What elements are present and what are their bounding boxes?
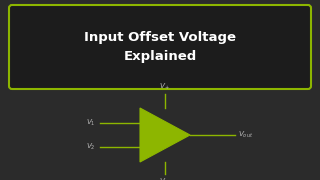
Polygon shape	[140, 108, 190, 162]
Text: $V_+$: $V_+$	[159, 82, 171, 92]
Text: $V_1$: $V_1$	[86, 118, 96, 128]
FancyBboxPatch shape	[9, 5, 311, 89]
Text: $V_-$: $V_-$	[159, 176, 171, 180]
Text: Input Offset Voltage
Explained: Input Offset Voltage Explained	[84, 31, 236, 63]
Text: $V_{out}$: $V_{out}$	[238, 130, 253, 140]
Text: $V_2$: $V_2$	[86, 142, 96, 152]
